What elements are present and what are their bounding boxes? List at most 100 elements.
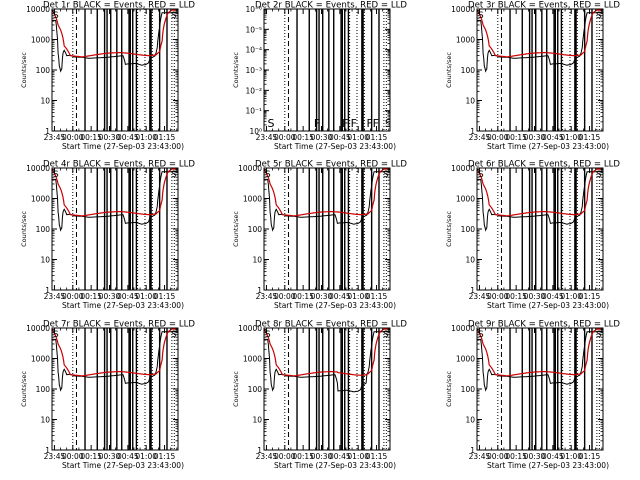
y-axis-label: Counts/sec	[20, 52, 28, 88]
annotation-letter: S	[478, 170, 484, 180]
y-tick-label: 100	[248, 225, 263, 234]
x-tick-label: 23:45	[256, 452, 278, 461]
annotation-letter: S	[596, 330, 602, 340]
x-tick-label: 01:00	[560, 292, 582, 301]
x-tick-label: 00:00	[274, 452, 296, 461]
x-tick-label: 00:30	[311, 133, 333, 142]
y-axis-label: Counts/sec	[20, 371, 28, 407]
y-tick-label: 10⁻³	[245, 66, 262, 75]
y-axis-label: Counts/sec	[445, 371, 453, 407]
x-tick-label: 00:45	[329, 292, 351, 301]
y-tick-label: 10000	[451, 324, 475, 333]
y-tick-label: 1000	[31, 36, 50, 45]
x-tick-label: 00:30	[99, 292, 121, 301]
x-tick-label: 00:00	[274, 133, 296, 142]
panel-title: Det 9r BLACK = Events, RED = LLD	[468, 320, 620, 330]
x-tick-label: 01:15	[366, 292, 388, 301]
y-tick-label: 1000	[456, 195, 475, 204]
x-tick-label: 01:00	[135, 292, 157, 301]
y-tick-label: 100	[461, 66, 476, 75]
x-axis-label: Start Time (27-Sep-03 23:43:00)	[274, 461, 396, 470]
x-tick-label: 01:15	[579, 452, 601, 461]
series-lld-line	[52, 328, 178, 377]
y-tick-label: 100	[36, 385, 51, 394]
y-tick-label: 1	[257, 446, 262, 455]
y-tick-label: 1000	[31, 195, 50, 204]
annotation-letter: F	[367, 117, 373, 130]
annotation-letter: S	[265, 330, 271, 340]
annotation-letter: S	[267, 117, 274, 130]
y-tick-label: 10⁻⁶	[245, 5, 262, 14]
y-tick-label: 10	[40, 416, 50, 425]
x-tick-label: 00:15	[505, 292, 527, 301]
x-tick-label: 00:45	[117, 133, 139, 142]
x-tick-label: 23:45	[44, 292, 66, 301]
x-axis-label: Start Time (27-Sep-03 23:43:00)	[487, 301, 609, 310]
x-tick-label: 00:00	[487, 292, 509, 301]
x-tick-label: 00:30	[99, 133, 121, 142]
x-tick-label: 00:15	[292, 133, 314, 142]
y-tick-label: 10⁻⁴	[245, 46, 262, 55]
y-axis-label: Counts/sec	[232, 211, 240, 247]
y-tick-label: 1	[470, 446, 475, 455]
x-tick-label: 00:30	[99, 452, 121, 461]
annotation-letter: S	[171, 170, 177, 180]
x-axis-label: Start Time (27-Sep-03 23:43:00)	[62, 142, 184, 151]
y-tick-label: 1	[257, 286, 262, 295]
y-tick-label: 10⁻²	[245, 86, 262, 95]
annotation-letter: F	[373, 117, 379, 130]
y-tick-label: 1	[45, 446, 50, 455]
x-tick-label: 00:45	[329, 452, 351, 461]
x-tick-label: 01:00	[135, 452, 157, 461]
annotation-letter: S	[383, 330, 389, 340]
annotation-letter: S	[53, 170, 59, 180]
series-lld-line	[477, 168, 603, 217]
x-tick-label: 23:45	[469, 452, 491, 461]
x-tick-label: 00:30	[311, 292, 333, 301]
annotation-letter: S	[596, 11, 602, 21]
y-tick-label: 1	[470, 286, 475, 295]
x-tick-label: 00:15	[292, 452, 314, 461]
x-tick-label: 01:15	[366, 133, 388, 142]
y-tick-label: 1	[45, 127, 50, 136]
y-tick-label: 1	[470, 127, 475, 136]
y-tick-label: 10	[465, 416, 475, 425]
x-tick-label: 00:45	[542, 452, 564, 461]
x-tick-label: 00:15	[505, 133, 527, 142]
x-tick-label: 00:30	[311, 452, 333, 461]
y-tick-label: 10	[40, 256, 50, 265]
y-axis-label: Counts/sec	[20, 211, 28, 247]
panel-title: Det 7r BLACK = Events, RED = LLD	[43, 320, 195, 330]
x-tick-label: 01:15	[579, 133, 601, 142]
x-axis-label: Start Time (27-Sep-03 23:43:00)	[274, 301, 396, 310]
x-tick-label: 00:30	[524, 452, 546, 461]
y-axis-label: Counts/sec	[445, 52, 453, 88]
x-tick-label: 00:15	[80, 133, 102, 142]
x-tick-label: 00:15	[80, 452, 102, 461]
annotation-letter: S	[171, 11, 177, 21]
y-tick-label: 100	[248, 385, 263, 394]
x-axis-label: Start Time (27-Sep-03 23:43:00)	[274, 142, 396, 151]
x-tick-label: 01:00	[560, 452, 582, 461]
y-tick-label: 100	[36, 225, 51, 234]
y-tick-label: 10⁻¹	[245, 107, 262, 116]
y-tick-label: 1000	[456, 36, 475, 45]
y-tick-label: 10000	[26, 164, 50, 173]
x-tick-label: 00:45	[117, 292, 139, 301]
x-axis-label: Start Time (27-Sep-03 23:43:00)	[62, 301, 184, 310]
y-tick-label: 10	[252, 256, 262, 265]
x-tick-label: 00:45	[117, 452, 139, 461]
x-tick-label: 00:30	[524, 292, 546, 301]
x-tick-label: 00:45	[329, 133, 351, 142]
x-tick-label: 01:00	[347, 452, 369, 461]
panel-title: Det 5r BLACK = Events, RED = LLD	[255, 160, 407, 170]
